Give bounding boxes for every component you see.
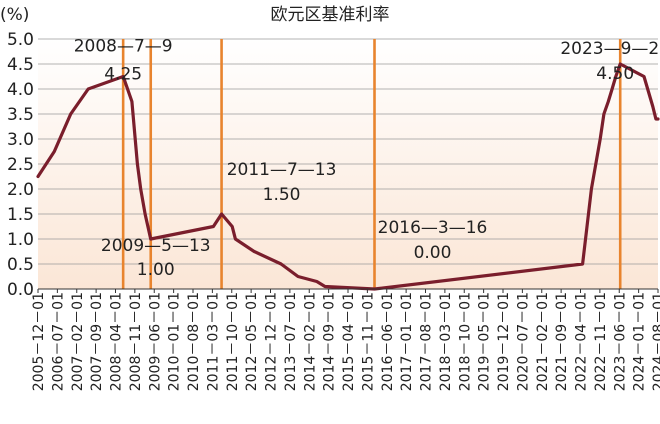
event-value-label: 4.25 xyxy=(104,65,142,85)
x-tick-label: 2018－10－01 xyxy=(457,292,473,391)
x-tick-label: 2022－04－01 xyxy=(574,292,590,391)
y-tick-label: 1.0 xyxy=(7,230,34,250)
x-tick-label: 2021－09－01 xyxy=(554,292,570,391)
series-line xyxy=(36,62,660,291)
x-tick-label: 2010－08－01 xyxy=(186,292,202,391)
x-tick-label: 2018－03－01 xyxy=(438,292,454,391)
event-value-label: 1.00 xyxy=(137,260,175,280)
y-tick-label: 4.0 xyxy=(7,80,34,100)
event-value-label: 4.50 xyxy=(596,64,634,84)
y-tick-label: 0.0 xyxy=(7,280,34,300)
y-axis-ticks: 0.0 0.5 1.0 1.5 2.0 2.5 3.0 3.5 4.0 4.5 5.0 xyxy=(7,30,34,300)
gridlines xyxy=(38,38,658,290)
x-tick-label: 2007－02－01 xyxy=(70,292,86,391)
x-tick-label: 2010－01－01 xyxy=(167,292,183,391)
event-markers xyxy=(121,39,622,289)
event-date-label: 2011—7—13 xyxy=(227,160,337,180)
x-tick-label: 2015－11－01 xyxy=(360,292,376,391)
x-tick-label: 2005－12－01 xyxy=(31,292,47,391)
y-tick-label: 5.0 xyxy=(7,30,34,50)
chart-title: 欧元区基准利率 xyxy=(271,5,390,25)
event-date-label: 2023—9—20 xyxy=(560,39,660,59)
x-tick-label: 2024－08－01 xyxy=(651,292,660,391)
x-tick-label: 2023－06－01 xyxy=(612,292,628,391)
x-tick-label: 2008－04－01 xyxy=(109,292,125,391)
event-date-label: 2016—3—16 xyxy=(378,218,488,238)
x-tick-label: 2008－11－01 xyxy=(128,292,144,391)
x-axis-ticks: 2005－12－01 2006－07－01 2007－02－01 2007－09－01… xyxy=(31,288,660,391)
event-date-label: 2008—7—9 xyxy=(74,37,173,57)
x-tick-label: 2017－01－01 xyxy=(399,292,415,391)
x-tick-label: 2012－05－01 xyxy=(244,292,260,391)
y-tick-label: 2.0 xyxy=(7,180,34,200)
event-date-label: 2009—5—13 xyxy=(101,236,211,256)
x-tick-label: 2014－02－01 xyxy=(302,292,318,391)
rate-series xyxy=(36,62,660,291)
y-tick-label: 2.5 xyxy=(7,155,34,175)
y-tick-label: 4.5 xyxy=(7,55,34,75)
y-tick-label: 1.5 xyxy=(7,205,34,225)
x-tick-label: 2007－09－01 xyxy=(89,292,105,391)
x-tick-label: 2014－09－01 xyxy=(322,292,338,391)
x-tick-label: 2021－02－01 xyxy=(535,292,551,391)
event-annotations: 2008—7—9 4.25 2009—5—13 1.00 2011—7—13 1.50 20… xyxy=(74,37,660,281)
x-tick-label: 2013－07－01 xyxy=(283,292,299,391)
x-tick-label: 2006－07－01 xyxy=(50,292,66,391)
x-tick-label: 2020－07－01 xyxy=(515,292,531,391)
y-tick-label: 3.5 xyxy=(7,105,34,125)
x-tick-label: 2017－08－01 xyxy=(419,292,435,391)
x-tick-label: 2011－03－01 xyxy=(205,292,221,391)
x-tick-label: 2022－11－01 xyxy=(593,292,609,391)
y-tick-label: 0.5 xyxy=(7,255,34,275)
event-value-label: 1.50 xyxy=(263,185,301,205)
x-tick-label: 2012－12－01 xyxy=(264,292,280,391)
x-tick-label: 2011－10－01 xyxy=(225,292,241,391)
x-tick-label: 2019－12－01 xyxy=(496,292,512,391)
x-tick-label: 2009－06－01 xyxy=(147,292,163,391)
event-value-label: 0.00 xyxy=(414,243,452,263)
y-tick-label: 3.0 xyxy=(7,130,34,150)
x-tick-label: 2019－05－01 xyxy=(477,292,493,391)
x-tick-label: 2015－04－01 xyxy=(341,292,357,391)
x-tick-label: 2024－01－01 xyxy=(632,292,648,391)
x-tick-label: 2016－06－01 xyxy=(380,292,396,391)
y-axis-unit: (%) xyxy=(0,5,29,25)
